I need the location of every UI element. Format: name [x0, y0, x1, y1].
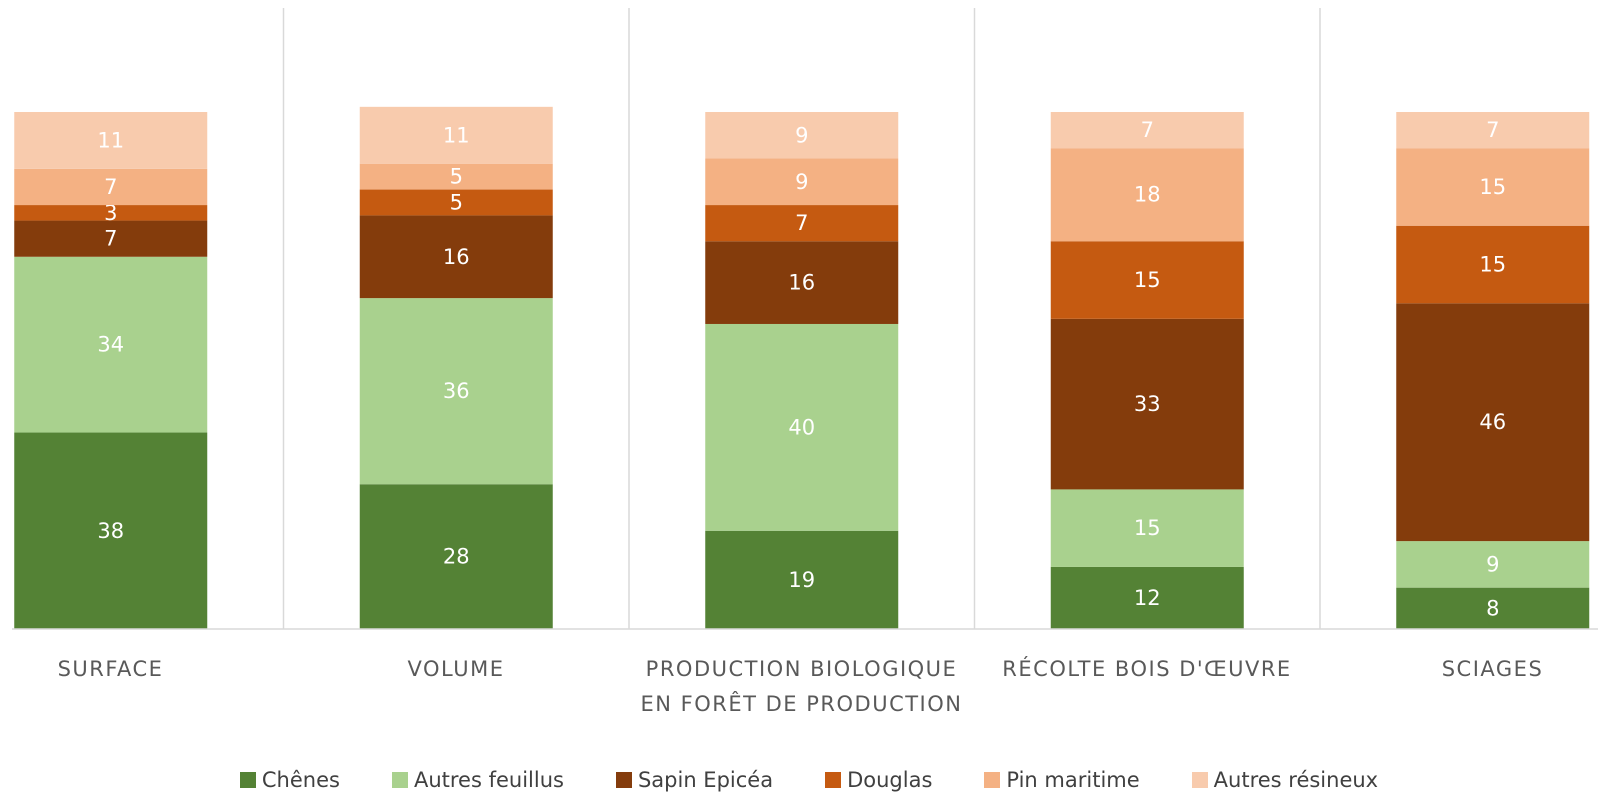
legend-item: Chênes: [239, 768, 340, 792]
data-label: 34: [97, 333, 124, 357]
bar-segment: [1396, 112, 1590, 149]
x-tick-label: SURFACE: [57, 657, 164, 681]
legend: Chênes Autres feuillus Sapin Epicéa Douglas…: [0, 768, 1598, 792]
bar-segment: [359, 298, 553, 485]
x-tick-label: PRODUCTION BIOLOGIQUE EN FORÊT DE PRODUC…: [640, 657, 963, 716]
data-label: 33: [1134, 392, 1161, 416]
bar-segment: [14, 168, 208, 206]
data-label: 7: [1486, 118, 1499, 142]
bar-segment: [14, 112, 208, 169]
data-label: 19: [788, 568, 815, 592]
data-label: 7: [795, 211, 808, 235]
bar-segment: [1050, 318, 1244, 490]
bar-segment: [1396, 541, 1590, 588]
data-label: 15: [1134, 268, 1161, 292]
legend-label: Douglas: [847, 768, 933, 792]
data-label: 8: [1486, 596, 1499, 620]
bar-segment: [14, 205, 208, 221]
legend-item: Pin maritime: [984, 768, 1140, 792]
data-label: 38: [97, 519, 124, 543]
data-label: 5: [450, 190, 463, 214]
bar-segment: [705, 241, 899, 324]
legend-item: Autres résineux: [1191, 768, 1379, 792]
bar-segment: [1396, 225, 1590, 304]
legend-swatch: [239, 772, 256, 788]
legend-item: Sapin Epicéa: [615, 768, 774, 792]
data-label: 9: [795, 170, 808, 194]
data-label: 11: [443, 123, 470, 147]
legend-label: Pin maritime: [1006, 768, 1140, 792]
legend-label: Chênes: [261, 768, 340, 792]
bar-segment: [14, 432, 208, 629]
data-label: 15: [1479, 175, 1506, 199]
data-label: 3: [104, 201, 117, 225]
x-tick-label: SCIAGES: [1441, 657, 1544, 681]
bar-segment: [1396, 303, 1590, 542]
data-label: 7: [104, 175, 117, 199]
data-label: 7: [1141, 118, 1154, 142]
bar-segment: [359, 215, 553, 299]
bar-segment: [359, 163, 553, 190]
bar-segment: [705, 158, 899, 206]
legend-label: Autres feuillus: [413, 768, 564, 792]
x-tick-label: VOLUME: [407, 657, 505, 681]
bar-segment: [1050, 148, 1244, 242]
data-label: 18: [1134, 183, 1161, 207]
x-tick-label: RÉCOLTE BOIS D'ŒUVRE: [1002, 657, 1292, 681]
data-label: 15: [1134, 516, 1161, 540]
bar-segment: [705, 530, 899, 629]
legend-label: Autres résineux: [1213, 768, 1379, 792]
data-label: 28: [443, 545, 470, 569]
bar-segment: [1396, 587, 1590, 629]
bar-segment: [359, 484, 553, 629]
legend-swatch: [1191, 772, 1208, 788]
data-label: 12: [1134, 586, 1161, 610]
legend-swatch: [615, 772, 632, 788]
legend-item: Autres feuillus: [391, 768, 564, 792]
bar-segment: [1396, 148, 1590, 226]
bar-segment: [705, 205, 899, 242]
bar-segment: [359, 106, 553, 164]
bar-segment: [1050, 489, 1244, 567]
data-label: 5: [450, 165, 463, 189]
data-label: 11: [97, 128, 124, 152]
bar-segment: [14, 256, 208, 433]
data-label: 16: [788, 271, 815, 295]
bar-segment: [1050, 112, 1244, 149]
legend-item: Douglas: [825, 768, 932, 792]
bar-segment: [14, 220, 208, 257]
data-label: 9: [1486, 552, 1499, 576]
legend-swatch: [984, 772, 1001, 788]
data-label: 16: [443, 245, 470, 269]
data-label: 9: [795, 123, 808, 147]
legend-swatch: [825, 772, 842, 788]
data-label: 7: [104, 227, 117, 251]
data-label: 46: [1479, 410, 1506, 434]
data-label: 15: [1479, 253, 1506, 277]
legend-label: Sapin Epicéa: [637, 768, 774, 792]
data-label: 36: [443, 379, 470, 403]
bar-segment: [705, 323, 899, 531]
legend-swatch: [391, 772, 408, 788]
data-label: 40: [788, 415, 815, 439]
bar-segment: [1050, 566, 1244, 629]
bar-segment: [1050, 241, 1244, 319]
bar-segment: [359, 189, 553, 216]
bar-segment: [705, 112, 899, 159]
